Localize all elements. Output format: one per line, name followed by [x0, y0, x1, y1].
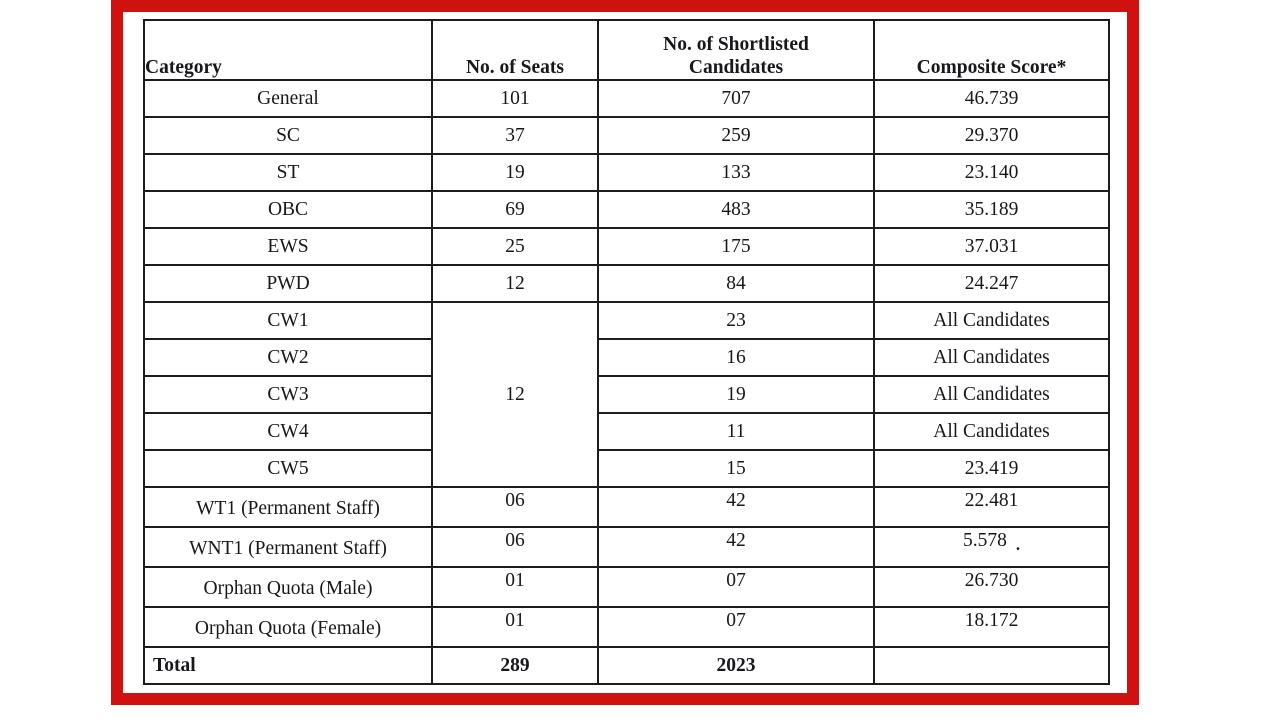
shortlisted-cell: 42 [597, 486, 875, 528]
score-cell [873, 646, 1110, 685]
header-shortlisted: No. of Shortlisted Candidates [597, 19, 875, 81]
score-cell: All Candidates [873, 301, 1110, 340]
table-row: CW2 16 All Candidates [143, 338, 1110, 377]
category-cell: CW1 [143, 301, 433, 340]
table-row: WT1 (Permanent Staff) 06 42 22.481 [143, 486, 1110, 528]
table-row: CW5 15 23.419 [143, 449, 1110, 488]
category-cell: CW5 [143, 449, 433, 488]
table-body: General 101 707 46.739 SC 37 259 29.370 ST 19 133 2… [143, 79, 1110, 685]
table-row: General 101 707 46.739 [143, 79, 1110, 118]
shortlisted-cell: 15 [597, 449, 875, 488]
shortlisted-cell: 11 [597, 412, 875, 451]
stray-period: . [1015, 535, 1021, 554]
red-border-frame: Category No. of Seats No. of Shortlisted… [111, 0, 1139, 705]
category-cell: CW2 [143, 338, 433, 377]
score-cell: 18.172 [873, 606, 1110, 648]
category-cell: CW3 [143, 375, 433, 414]
shortlisted-cell: 16 [597, 338, 875, 377]
table-row: ST 19 133 23.140 [143, 153, 1110, 192]
seats-cell: 12 [431, 264, 599, 303]
score-cell: All Candidates [873, 412, 1110, 451]
category-cell: Orphan Quota (Male) [143, 566, 433, 608]
table-row: Orphan Quota (Female) 01 07 18.172 [143, 606, 1110, 648]
seats-cell: 289 [431, 646, 599, 685]
shortlisted-cell: 2023 [597, 646, 875, 685]
shortlisted-cell: 133 [597, 153, 875, 192]
shortlisted-cell: 42 [597, 526, 875, 568]
shortlisted-cell: 707 [597, 79, 875, 118]
category-cell: ST [143, 153, 433, 192]
shortlisted-cell: 259 [597, 116, 875, 155]
score-cell: 23.419 [873, 449, 1110, 488]
seats-cell: 69 [431, 190, 599, 229]
shortlisted-cell: 19 [597, 375, 875, 414]
table-row: CW4 11 All Candidates [143, 412, 1110, 451]
score-cell: 24.247 [873, 264, 1110, 303]
shortlisted-cell: 07 [597, 566, 875, 608]
table-row: Total 289 2023 [143, 646, 1110, 685]
shortlisted-cell: 07 [597, 606, 875, 648]
table-row: EWS 25 175 37.031 [143, 227, 1110, 266]
category-cell: Total [143, 646, 433, 685]
header-seats: No. of Seats [431, 19, 599, 81]
seats-cell: 25 [431, 227, 599, 266]
shortlisted-cell: 23 [597, 301, 875, 340]
category-cell: WT1 (Permanent Staff) [143, 486, 433, 528]
category-cell: WNT1 (Permanent Staff) [143, 526, 433, 568]
score-cell: 35.189 [873, 190, 1110, 229]
table-row: OBC 69 483 35.189 [143, 190, 1110, 229]
seats-cell: 101 [431, 79, 599, 118]
shortlisted-cell: 175 [597, 227, 875, 266]
score-cell: 26.730 [873, 566, 1110, 608]
table-row: Orphan Quota (Male) 01 07 26.730 [143, 566, 1110, 608]
score-cell: 22.481 [873, 486, 1110, 528]
table-row: PWD 12 84 24.247 [143, 264, 1110, 303]
score-cell: All Candidates [873, 375, 1110, 414]
seats-cell: 06 [431, 486, 599, 528]
header-shortlisted-label: No. of Shortlisted Candidates [663, 34, 809, 78]
seats-cell: 06 [431, 526, 599, 568]
table-row: CW3 19 All Candidates [143, 375, 1110, 414]
table-row: WNT1 (Permanent Staff) 06 42 5.578. [143, 526, 1110, 568]
category-cell: CW4 [143, 412, 433, 451]
seats-cell: 19 [431, 153, 599, 192]
score-cell: 29.370 [873, 116, 1110, 155]
seats-cell: 37 [431, 116, 599, 155]
category-cell: PWD [143, 264, 433, 303]
category-cell: Orphan Quota (Female) [143, 606, 433, 648]
header-row: Category No. of Seats No. of Shortlisted… [143, 19, 1110, 81]
table-header: Category No. of Seats No. of Shortlisted… [143, 19, 1110, 81]
header-category: Category [143, 19, 433, 81]
category-cell: OBC [143, 190, 433, 229]
shortlisted-cell: 483 [597, 190, 875, 229]
category-cell: EWS [143, 227, 433, 266]
table-row: CW1 12 23 All Candidates [143, 301, 1110, 488]
seats-cell: 01 [431, 606, 599, 648]
seats-cell: 12 [431, 301, 599, 488]
score-cell: All Candidates [873, 338, 1110, 377]
score-cell: 5.578. [873, 526, 1110, 568]
shortlisted-cell: 84 [597, 264, 875, 303]
score-cell: 23.140 [873, 153, 1110, 192]
shortlist-table: Category No. of Seats No. of Shortlisted… [143, 19, 1110, 685]
score-cell: 46.739 [873, 79, 1110, 118]
score-cell: 37.031 [873, 227, 1110, 266]
seats-cell: 01 [431, 566, 599, 608]
header-composite-score: Composite Score* [873, 19, 1110, 81]
category-cell: General [143, 79, 433, 118]
category-cell: SC [143, 116, 433, 155]
table-row: SC 37 259 29.370 [143, 116, 1110, 155]
